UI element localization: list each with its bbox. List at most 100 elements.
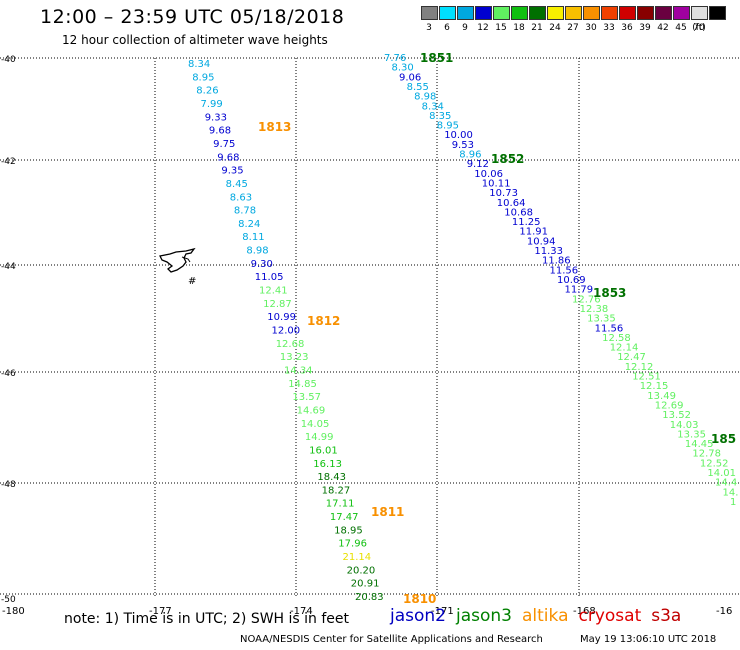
legend-label: 33: [603, 23, 615, 33]
legend-label: 42: [657, 23, 669, 33]
swh-value: 14.85: [288, 379, 317, 390]
swh-value: 10.06: [474, 169, 503, 180]
swh-value: 7.99: [201, 99, 223, 110]
lat-tick-label: -44: [1, 262, 16, 272]
swh-value: 18.95: [334, 525, 363, 536]
legend-label: 6: [444, 23, 450, 33]
pass-time-label: 1810: [403, 592, 436, 606]
swh-value: 8.45: [226, 179, 248, 190]
satellite-label: cryosat: [578, 606, 642, 626]
swh-value: 18.27: [322, 485, 351, 496]
lat-tick-label: -50: [1, 595, 16, 605]
map-grid: [0, 57, 740, 598]
pass-time-label: 1851: [420, 51, 453, 65]
pass-time-label: 1812: [307, 314, 340, 328]
swh-value: 12.38: [580, 304, 609, 315]
legend-swatch: [493, 6, 510, 20]
swh-value: 10.11: [482, 179, 511, 190]
swh-value: 13.57: [292, 392, 321, 403]
legend-swatch: [583, 6, 600, 20]
swh-value: 11.05: [255, 272, 284, 283]
swh-value: 12.51: [632, 372, 661, 383]
legend-swatch: [691, 6, 708, 20]
swh-value: 14.34: [284, 366, 313, 377]
credit-line: NOAA/NESDIS Center for Satellite Applica…: [240, 634, 543, 645]
swh-value: 18.43: [317, 472, 346, 483]
swh-value: 14.: [723, 487, 739, 498]
swh-value: 9.30: [251, 259, 273, 270]
generated-timestamp: May 19 13:06:10 UTC 2018: [580, 634, 717, 645]
lat-tick-label: -48: [1, 480, 16, 490]
legend-swatch: [637, 6, 654, 20]
lon-tick-label: -171: [431, 606, 454, 617]
land-label: #: [188, 276, 196, 287]
swh-value: 10.69: [557, 275, 586, 286]
swh-value: 12.12: [625, 362, 654, 373]
swh-value: 11.79: [565, 285, 594, 296]
swh-value: 9.53: [452, 140, 474, 151]
swh-value: 8.34: [188, 59, 210, 70]
swh-value: 9.35: [221, 166, 243, 177]
pass-time-label: 1813: [258, 120, 291, 134]
swh-value: 12.14: [610, 343, 639, 354]
swh-value: 8.98: [246, 246, 268, 257]
legend-swatch: [673, 6, 690, 20]
legend-swatch: [529, 6, 546, 20]
track-labels-east: 7.768.309.068.558.988.348.358.9510.009.5…: [384, 53, 738, 508]
lon-tick-label: -174: [290, 606, 313, 617]
swh-value: 8.63: [230, 192, 252, 203]
swh-value: 21.14: [343, 552, 372, 563]
swh-value: 8.95: [437, 121, 459, 132]
swh-value: 13.49: [647, 391, 676, 402]
swh-value: 13.35: [587, 314, 616, 325]
legend-swatch: [709, 6, 726, 20]
swh-value: 12.68: [276, 339, 305, 350]
legend-label: 18: [513, 23, 525, 33]
footnote: note: 1) Time is in UTC; 2) SWH is in fe…: [64, 611, 350, 627]
swh-value: 17.11: [326, 499, 355, 510]
legend-label: 15: [495, 23, 507, 33]
swh-value: 12.78: [692, 449, 721, 460]
swh-value: 8.26: [196, 86, 218, 97]
swh-value: 8.98: [414, 92, 436, 103]
swh-value: 9.68: [217, 152, 239, 163]
satellite-legend: jason2 jason3 altika cryosat s3a: [390, 606, 691, 626]
lon-tick-label: -180: [2, 606, 25, 617]
swh-value: 14.01: [707, 468, 736, 479]
lat-tick-label: -42: [1, 157, 16, 167]
legend-label: 30: [585, 23, 597, 33]
swh-value: 14.03: [670, 420, 699, 431]
legend-label: 9: [462, 23, 468, 33]
swh-value: 9.68: [209, 126, 231, 137]
swh-value: 12.15: [640, 381, 669, 392]
swh-value: 10.73: [489, 188, 518, 199]
swh-value: 16.01: [309, 445, 338, 456]
swh-value: 20.20: [347, 565, 376, 576]
legend-swatch: [511, 6, 528, 20]
map-title: 12:00 – 23:59 UTC 05/18/2018: [40, 6, 345, 28]
swh-value: 8.11: [242, 232, 264, 243]
swh-value: 14.69: [297, 405, 326, 416]
swh-value: 1: [730, 497, 736, 508]
swh-value: 12.47: [617, 352, 646, 363]
swh-value: 12.76: [572, 294, 601, 305]
swh-value: 9.75: [213, 139, 235, 150]
swh-value: 11.56: [595, 323, 624, 334]
legend-swatch: [421, 6, 438, 20]
swh-value: 13.23: [280, 352, 309, 363]
legend-label: 45: [675, 23, 687, 33]
legend-label: 3: [426, 23, 432, 33]
legend-swatch: [547, 6, 564, 20]
legend-swatch: [655, 6, 672, 20]
swh-value: 17.96: [338, 539, 367, 550]
axis-tick-labels: -180 -177 -174 -171 -168 -16 -40 -42 -44 -46 -48 -5…: [1, 55, 732, 617]
swh-value: 8.55: [407, 82, 429, 93]
swh-value: 11.91: [519, 227, 548, 238]
swh-value: 14.45: [685, 439, 714, 450]
legend-unit: (ft): [692, 23, 706, 33]
swh-value: 14.4: [715, 478, 737, 489]
pass-time-label: 1853: [593, 286, 626, 300]
swh-value: 9.33: [205, 112, 227, 123]
legend-swatch: [619, 6, 636, 20]
